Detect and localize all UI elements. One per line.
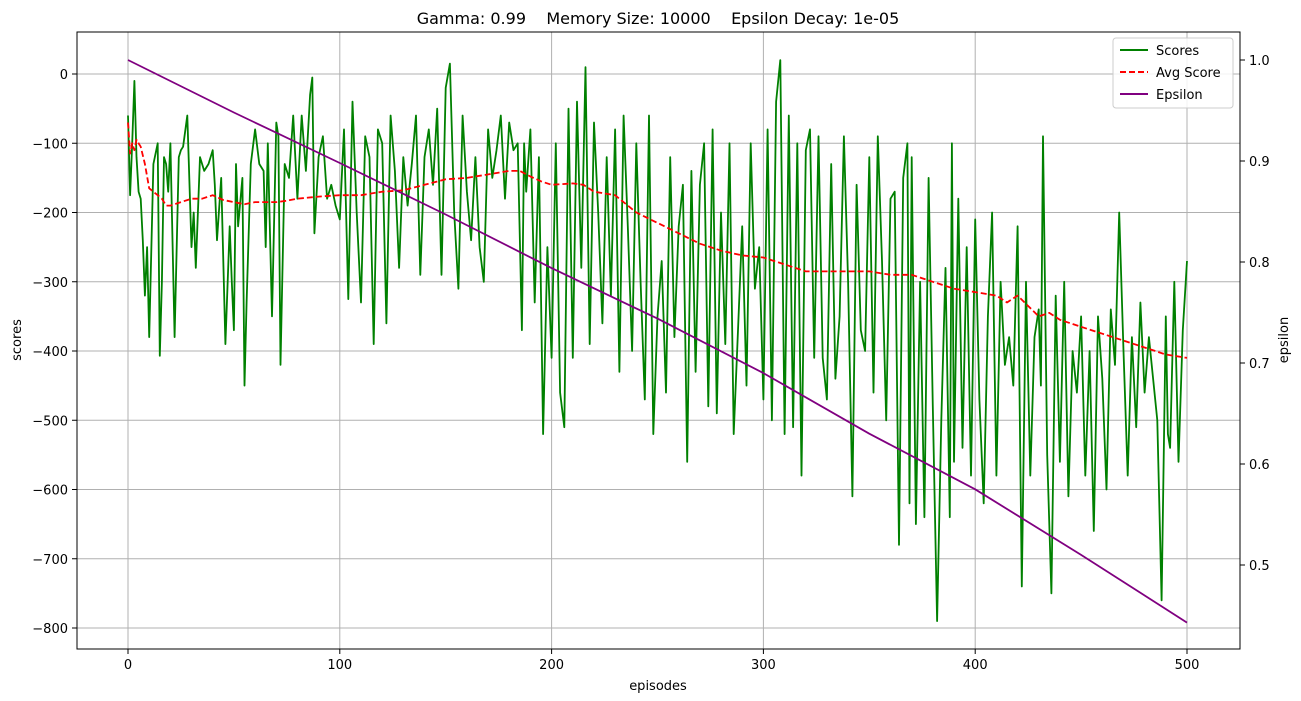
- legend: Scores Avg Score Epsilon: [1112, 37, 1234, 109]
- y-tick-label: −100: [32, 137, 68, 152]
- y-tick-label: −600: [32, 484, 68, 499]
- x-axis-label: episodes: [629, 679, 687, 694]
- series-line-epsilon: [127, 59, 1188, 624]
- y2-tick-label: 0.6: [1249, 458, 1270, 473]
- legend-label-avg-score: Avg Score: [1156, 66, 1221, 81]
- x-tick-label: 400: [963, 658, 988, 673]
- x-tick-label: 0: [124, 658, 132, 673]
- y-axis-right: 1.0 0.9 0.8 0.7 0.6 0.5: [1240, 54, 1270, 574]
- series-line-avg-score: [127, 122, 1188, 359]
- plot-lines: [127, 59, 1188, 624]
- y2-tick-label: 0.5: [1249, 559, 1270, 574]
- plot-frame: [76, 31, 1241, 650]
- y-tick-label: −200: [32, 207, 68, 222]
- series-line-scores: [127, 59, 1188, 622]
- x-axis: 0 100 200 300 400 500: [124, 649, 1200, 673]
- y2-tick-label: 1.0: [1249, 54, 1270, 69]
- y-tick-label: −400: [32, 345, 68, 360]
- y-tick-label: −300: [32, 276, 68, 291]
- x-tick-label: 300: [751, 658, 776, 673]
- y-tick-label: −500: [32, 414, 68, 429]
- x-tick-label: 500: [1175, 658, 1200, 673]
- x-tick-label: 100: [327, 658, 352, 673]
- x-tick-label: 200: [539, 658, 564, 673]
- y2-tick-label: 0.8: [1249, 256, 1270, 271]
- y-axis-left: 0 −100 −200 −300 −400 −500 −600 −700 −800: [32, 68, 77, 637]
- y-tick-label: −700: [32, 553, 68, 568]
- y-axis-label: scores: [10, 319, 25, 361]
- y-tick-label: 0: [60, 68, 68, 83]
- legend-label-scores: Scores: [1156, 44, 1199, 59]
- y2-tick-label: 0.9: [1249, 155, 1270, 170]
- y2-tick-label: 0.7: [1249, 357, 1270, 372]
- legend-label-epsilon: Epsilon: [1156, 88, 1203, 103]
- y-tick-label: −800: [32, 622, 68, 637]
- y2-axis-label: epsilon: [1277, 317, 1292, 363]
- legend-box: [1112, 37, 1234, 109]
- chart-title: Gamma: 0.99 Memory Size: 10000 Epsilon D…: [417, 9, 900, 28]
